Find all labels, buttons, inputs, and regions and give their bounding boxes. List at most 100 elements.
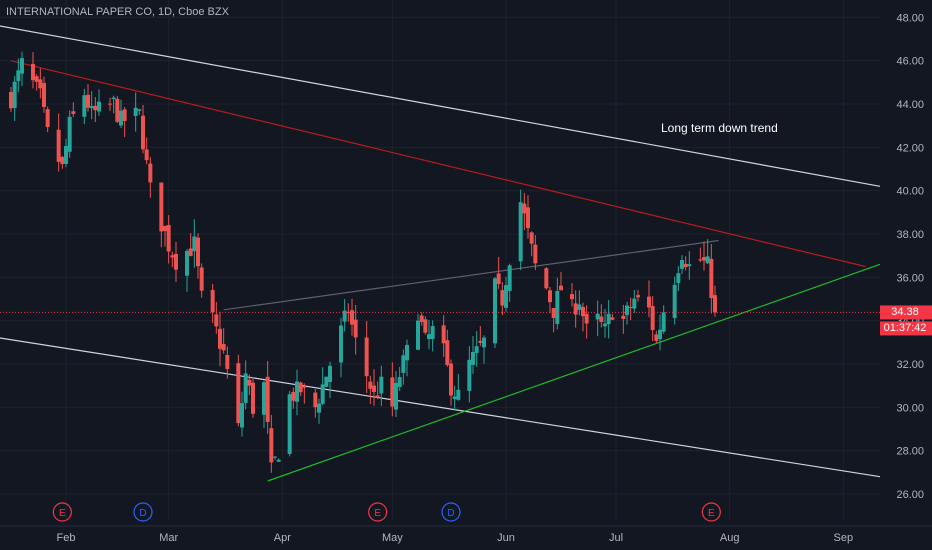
candle [544, 267, 549, 290]
y-tick-label: 26.00 [896, 489, 924, 501]
candle-body [390, 377, 395, 407]
event-marker: D [133, 502, 153, 522]
candle-body [368, 381, 373, 389]
candle-body [522, 203, 527, 214]
candle [672, 276, 677, 325]
candle [610, 313, 615, 321]
candle [647, 280, 651, 318]
candle-body [661, 312, 666, 332]
candle [302, 383, 307, 404]
candle [236, 354, 241, 427]
event-marker: E [52, 502, 72, 522]
countdown-badge-bg [880, 321, 932, 336]
candle-body [397, 377, 402, 388]
candle-body [570, 294, 574, 300]
candle [577, 290, 582, 316]
candle [603, 308, 607, 338]
candle-body [141, 115, 145, 150]
candles [9, 51, 717, 473]
candle-body [313, 392, 318, 408]
time-axis[interactable]: Feb Mar Apr May Jun Jul Aug Sep [0, 525, 932, 550]
symbol-legend[interactable]: INTERNATIONAL PAPER CO, 1D, Cboe BZX [6, 6, 229, 18]
trend-annotation[interactable]: Long term down trend [661, 121, 778, 135]
candle [713, 285, 717, 317]
candle-body [328, 365, 332, 383]
candle [295, 369, 299, 416]
candle-body [159, 182, 164, 232]
candle-body [606, 313, 611, 325]
candle-body [276, 459, 281, 462]
event-marker: E [368, 502, 388, 522]
event-circle [133, 502, 153, 522]
candle-body [650, 306, 655, 331]
candle-body [170, 255, 175, 258]
candle [240, 391, 244, 437]
candle [397, 366, 402, 392]
price-axis-bg [880, 0, 932, 550]
candle-body [247, 379, 252, 386]
candle-body [621, 315, 626, 319]
candle-body [12, 81, 17, 108]
candle-body [269, 428, 274, 463]
candle-body [221, 344, 226, 351]
candle [573, 290, 578, 328]
candle [632, 289, 637, 313]
candle-body [452, 396, 457, 400]
candle [654, 330, 659, 343]
candle [313, 388, 318, 418]
trendline-resistance [10, 60, 866, 268]
candle-body [119, 110, 123, 126]
candle-body [555, 290, 560, 324]
candle [328, 361, 332, 399]
price-axis[interactable]: 26.0028.0030.0032.0034.0036.0038.0040.00… [880, 0, 932, 550]
candle [698, 247, 703, 263]
candle-body [603, 323, 607, 327]
candle-body [419, 315, 424, 322]
candle [262, 380, 266, 429]
candle [445, 329, 450, 367]
candle-body [474, 346, 479, 353]
y-tick-label: 32.00 [896, 359, 924, 371]
candle-body [56, 129, 61, 162]
candle [522, 193, 527, 231]
candle [342, 299, 347, 332]
candle [680, 255, 684, 275]
candle [324, 376, 329, 387]
candle [375, 381, 380, 400]
candle [196, 233, 200, 279]
candle [122, 106, 127, 137]
x-tick-label: Sep [834, 532, 854, 544]
candle [441, 315, 446, 357]
x-tick-label: May [382, 532, 403, 544]
event-label: E [59, 508, 66, 519]
candle-body [196, 237, 200, 267]
candle-body [467, 359, 472, 391]
candle-body [709, 258, 714, 299]
candle-body [31, 63, 35, 81]
candle [34, 74, 39, 91]
candle [427, 320, 431, 350]
candle-body [676, 273, 681, 284]
candle-body [108, 103, 112, 105]
candle [548, 286, 552, 314]
candle-body [166, 224, 171, 252]
candle [559, 271, 563, 291]
event-marker: D [441, 502, 461, 522]
candle-body [71, 111, 76, 114]
candle-body [295, 381, 299, 402]
time-axis-bg [0, 526, 932, 550]
event-marker: E [701, 502, 721, 522]
candle-body [518, 202, 523, 262]
candle [504, 276, 508, 312]
x-tick-label: Jul [609, 532, 623, 544]
y-tick-label: 30.00 [896, 402, 924, 414]
candle [599, 304, 604, 328]
candle-body [298, 382, 303, 393]
candle-body [713, 295, 717, 313]
candle-body [445, 340, 450, 366]
candle-body [625, 305, 629, 315]
candle [9, 87, 13, 112]
candle [555, 277, 560, 330]
candle [247, 374, 252, 396]
